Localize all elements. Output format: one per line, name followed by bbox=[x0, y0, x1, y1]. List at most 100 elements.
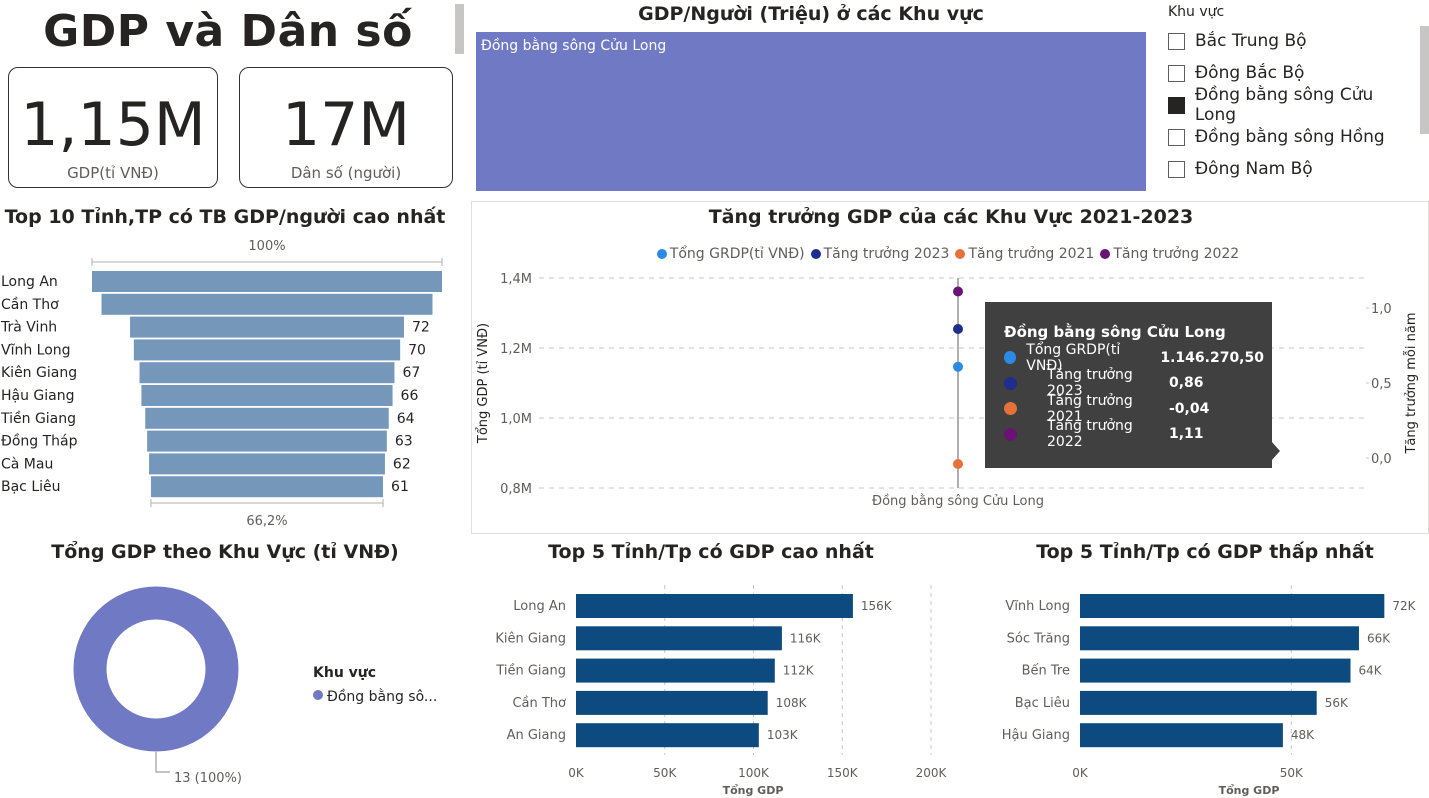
funnel-value-label: 70 bbox=[408, 342, 426, 358]
y-axis-label: Tổng GDP (tỉ VNĐ) bbox=[476, 323, 491, 444]
funnel-category-label: Đồng Tháp bbox=[1, 433, 78, 450]
legend-item-tang-truong-2023[interactable]: Tăng trưởng 2023 bbox=[810, 246, 949, 262]
funnel-bar bbox=[139, 362, 395, 384]
funnel-category-label: Trà Vinh bbox=[0, 320, 57, 336]
slicer-item-label: Đồng bằng sông Hồng bbox=[1195, 127, 1385, 147]
slicer-title: Khu vực bbox=[1168, 4, 1225, 20]
funnel-bar bbox=[133, 339, 401, 361]
slicer-item-label: Đông Nam Bộ bbox=[1195, 159, 1313, 179]
funnel-bar bbox=[92, 271, 442, 292]
bar-value-label: 48K bbox=[1291, 728, 1315, 742]
x-axis-label: Tổng GDP bbox=[723, 784, 784, 797]
bar bbox=[576, 658, 775, 683]
tooltip-label: Tăng trưởng 2022 bbox=[1047, 418, 1133, 451]
slicer-scrollbar[interactable] bbox=[1420, 26, 1429, 134]
funnel-category-label: Long An bbox=[1, 274, 58, 290]
x-tick-label: 0K bbox=[1072, 766, 1089, 780]
bar-category-label: Hậu Giang bbox=[1002, 728, 1070, 743]
growth-chart-legend: Tổng GRDP(tỉ VNĐ) Tăng trưởng 2023 Tăng tr… bbox=[471, 244, 1429, 263]
top5-high-title: Top 5 Tỉnh/Tp có GDP cao nhất bbox=[548, 541, 874, 563]
x-category-label: Đồng bằng sông Cửu Long bbox=[872, 494, 1044, 509]
tooltip-label: Tổng GRDP(tỉ VNĐ) bbox=[1026, 341, 1121, 374]
scrollbar-thumb[interactable] bbox=[455, 4, 464, 54]
slicer-item-dong-bang-song-hong[interactable]: Đồng bằng sông Hồng bbox=[1168, 121, 1418, 153]
bar-category-label: Bạc Liêu bbox=[1015, 696, 1070, 711]
x-tick-label: 0K bbox=[568, 766, 585, 780]
tooltip-dot bbox=[1004, 351, 1017, 365]
funnel-bar bbox=[141, 385, 393, 406]
legend-label: Tăng trưởng 2022 bbox=[1113, 246, 1240, 262]
funnel-bottom-label: 66,2% bbox=[246, 514, 287, 529]
checkbox[interactable] bbox=[1168, 96, 1185, 114]
funnel-chart: 100% Long An Cần Thơ Trà Vinh 72 Vĩnh Long 70 K… bbox=[0, 239, 443, 529]
bar bbox=[1080, 690, 1317, 715]
bar bbox=[576, 690, 768, 715]
bar-value-label: 103K bbox=[767, 728, 799, 742]
y-tick-label: 0,8M bbox=[500, 482, 532, 497]
bar-category-label: Vĩnh Long bbox=[1005, 599, 1070, 614]
funnel-bar bbox=[147, 430, 387, 452]
checkbox[interactable] bbox=[1168, 64, 1185, 82]
bar bbox=[576, 594, 853, 618]
bar bbox=[1080, 658, 1351, 683]
y-tick-label: 1,4M bbox=[500, 272, 532, 287]
bar bbox=[576, 723, 759, 748]
donut-leader-line bbox=[155, 752, 170, 773]
slicer-item-dong-bang-song-cuu-long[interactable]: Đồng bằng sông Cửu Long bbox=[1168, 85, 1418, 125]
tooltip-label: Tăng trưởng 2023 bbox=[1047, 367, 1133, 400]
funnel-category-label: Vĩnh Long bbox=[1, 342, 71, 358]
donut-legend-title: Khu vực bbox=[313, 665, 376, 681]
legend-label: Tăng trưởng 2021 bbox=[968, 246, 1095, 262]
y2-tick-label: 0,0 bbox=[1371, 452, 1392, 467]
y2-axis-label: Tăng trưởng mỗi năm bbox=[1404, 312, 1419, 454]
bar-category-label: Sóc Trăng bbox=[1007, 631, 1070, 646]
bar-category-label: Cần Thơ bbox=[512, 696, 566, 711]
bar bbox=[576, 626, 782, 651]
funnel-value-label: 61 bbox=[391, 479, 409, 495]
funnel-bar bbox=[101, 293, 433, 315]
tooltip-value: 1.146.270,50 bbox=[1160, 349, 1264, 366]
funnel-category-label: Cà Mau bbox=[1, 456, 53, 472]
point-tang-truong-2021 bbox=[953, 459, 963, 469]
donut-data-label: 13 (100%) bbox=[174, 771, 242, 786]
slicer-item-dong-bac-bo[interactable]: Đông Bắc Bộ bbox=[1168, 57, 1418, 89]
checkbox[interactable] bbox=[1168, 32, 1185, 50]
page-title: GDP và Dân số bbox=[43, 6, 413, 57]
tooltip: Đồng bằng sông Cửu Long Tổng GRDP(tỉ VNĐ… bbox=[985, 302, 1272, 468]
region-slicer: Khu vực Bắc Trung Bộ Đông Bắc Bộ Đồng bằng… bbox=[1168, 4, 1418, 194]
y-tick-label: 1,2M bbox=[500, 342, 532, 357]
funnel-value-label: 66 bbox=[401, 388, 419, 404]
bar-category-label: Kiên Giang bbox=[495, 631, 566, 646]
funnel-category-label: Kiên Giang bbox=[1, 365, 77, 381]
funnel-top-label: 100% bbox=[248, 239, 285, 254]
bar-category-label: An Giang bbox=[507, 728, 566, 743]
treemap-tile[interactable]: Đồng bằng sông Cửu Long bbox=[476, 32, 1146, 191]
kpi-label-population: Dân số (người) bbox=[290, 164, 402, 182]
top5-low-title: Top 5 Tỉnh/Tp có GDP thấp nhất bbox=[1036, 541, 1374, 563]
growth-chart-title: Tăng trưởng GDP của các Khu Vực 2021-202… bbox=[708, 206, 1194, 228]
slicer-item-bac-trung-bo[interactable]: Bắc Trung Bộ bbox=[1168, 25, 1418, 57]
slicer-item-dong-nam-bo[interactable]: Đông Nam Bộ bbox=[1168, 153, 1418, 185]
bar-value-label: 66K bbox=[1367, 631, 1391, 645]
tooltip-dot bbox=[1004, 376, 1017, 390]
kpi-card-population: 17M Dân số (người) bbox=[239, 67, 453, 188]
funnel-category-label: Hậu Giang bbox=[1, 388, 75, 404]
funnel-category-label: Bạc Liêu bbox=[1, 479, 61, 495]
legend-item-tong-grdp-ti-vnd[interactable]: Tổng GRDP(tỉ VNĐ) bbox=[656, 246, 805, 262]
bar-value-label: 72K bbox=[1392, 599, 1416, 613]
tooltip-row: Tăng trưởng 2022 1,11 bbox=[1004, 418, 1264, 450]
checkbox[interactable] bbox=[1168, 160, 1185, 178]
x-axis-label: Tổng GDP bbox=[1219, 784, 1280, 797]
legend-item-tang-truong-2021[interactable]: Tăng trưởng 2021 bbox=[955, 246, 1094, 262]
x-tick-label: 50K bbox=[1280, 766, 1304, 780]
funnel-title: Top 10 Tỉnh,TP có TB GDP/người cao nhất bbox=[4, 206, 446, 228]
treemap-tile-label: Đồng bằng sông Cửu Long bbox=[481, 38, 667, 54]
bar-value-label: 56K bbox=[1325, 696, 1349, 710]
bar-value-label: 64K bbox=[1359, 664, 1383, 678]
legend-dot bbox=[810, 249, 821, 259]
legend-item-tang-truong-2022[interactable]: Tăng trưởng 2022 bbox=[1100, 246, 1239, 262]
slicer-item-label: Đông Bắc Bộ bbox=[1195, 63, 1305, 83]
funnel-category-label: Cần Thơ bbox=[1, 297, 59, 313]
donut-title: Tổng GDP theo Khu Vực (tỉ VNĐ) bbox=[51, 541, 399, 563]
checkbox[interactable] bbox=[1168, 128, 1185, 146]
